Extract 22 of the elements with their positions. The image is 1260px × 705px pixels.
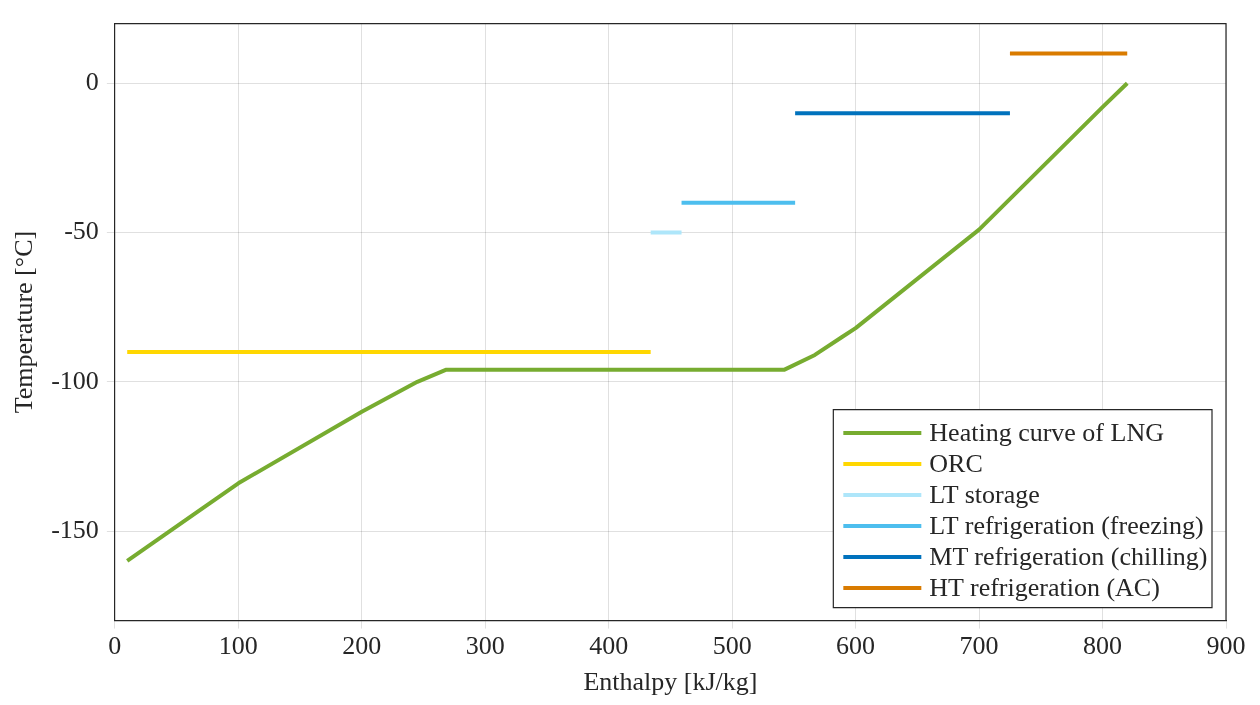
y-axis-title: Temperature [°C] xyxy=(9,230,39,414)
x-axis-title: Enthalpy [kJ/kg] xyxy=(583,667,758,697)
y-tick-label: -150 xyxy=(51,514,99,544)
x-tick-label: 800 xyxy=(1083,631,1123,661)
x-tick-label: 700 xyxy=(959,631,999,661)
y-tick-label: -50 xyxy=(64,216,99,246)
x-tick-label: 300 xyxy=(465,631,505,661)
x-tick-label: 0 xyxy=(108,631,122,661)
y-tick-label: -100 xyxy=(51,365,99,395)
legend-label: LT refrigeration (freezing) xyxy=(929,510,1204,540)
x-tick-label: 400 xyxy=(589,631,629,661)
legend-label: Heating curve of LNG xyxy=(929,417,1164,447)
y-tick-label: 0 xyxy=(85,67,99,97)
legend-label: HT refrigeration (AC) xyxy=(929,572,1160,602)
legend-label: MT refrigeration (chilling) xyxy=(929,541,1208,571)
x-tick-label: 600 xyxy=(836,631,876,661)
x-tick-label: 500 xyxy=(712,631,752,661)
legend-label: LT storage xyxy=(929,479,1040,509)
x-tick-label: 200 xyxy=(342,631,382,661)
x-tick-label: 100 xyxy=(218,631,258,661)
legend-label: ORC xyxy=(929,448,983,478)
x-tick-label: 900 xyxy=(1206,631,1246,661)
